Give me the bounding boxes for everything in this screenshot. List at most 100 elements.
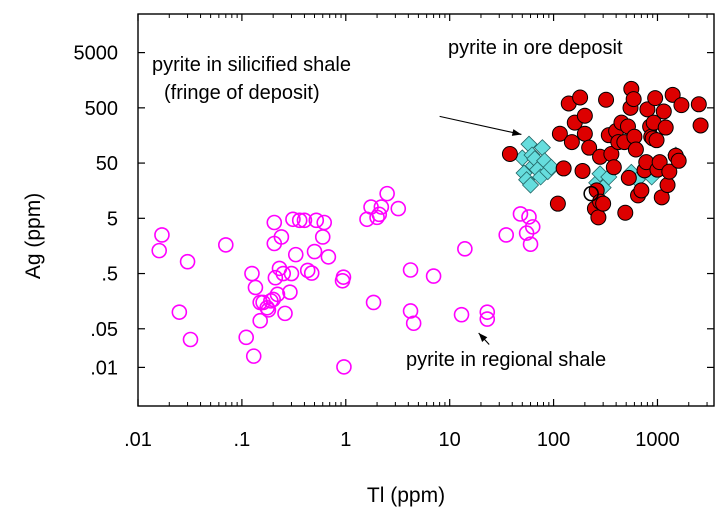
annotation-regional-shale: pyrite in regional shale <box>406 349 606 371</box>
x-tick-label: .1 <box>234 429 251 451</box>
point-regional-shale <box>306 243 323 260</box>
point-ore-deposit <box>617 204 634 221</box>
point-regional-shale <box>277 305 293 322</box>
point-regional-shale <box>238 329 254 346</box>
plot-marks <box>151 80 709 375</box>
point-regional-shale <box>299 262 316 279</box>
x-tick-label: 10 <box>439 429 461 451</box>
point-ore-deposit <box>598 91 615 108</box>
series-regional-shale <box>151 185 541 375</box>
point-regional-shale <box>320 249 337 265</box>
point-regional-shale <box>182 331 199 348</box>
point-unlabeled-open <box>583 185 599 202</box>
point-regional-shale <box>287 246 304 263</box>
x-tick-label: 1 <box>340 429 351 451</box>
point-regional-shale <box>247 279 264 296</box>
point-regional-shale <box>316 214 333 231</box>
point-regional-shale <box>303 265 320 281</box>
annotation-ore-deposit: pyrite in ore deposit <box>448 37 623 59</box>
point-ore-deposit <box>581 139 598 156</box>
point-ore-deposit <box>590 209 607 226</box>
point-regional-shale <box>296 212 313 229</box>
point-ore-deposit <box>673 97 690 114</box>
point-ore-deposit <box>651 154 668 171</box>
series-unlabeled-open <box>583 185 599 202</box>
y-tick-label: 500 <box>85 98 118 120</box>
point-regional-shale <box>171 304 188 320</box>
point-silicified-shale <box>521 176 540 194</box>
point-ore-deposit <box>549 195 566 212</box>
annotation-silicified-shale-line2: (fringe of deposit) <box>164 82 320 104</box>
point-regional-shale <box>498 227 515 243</box>
x-tick-label: .01 <box>124 429 152 451</box>
point-regional-shale <box>453 306 470 323</box>
point-regional-shale <box>154 227 170 243</box>
point-regional-shale <box>269 286 286 303</box>
point-regional-shale <box>512 206 529 222</box>
point-ore-deposit <box>648 132 665 149</box>
point-ore-deposit <box>501 146 518 163</box>
point-ore-deposit <box>555 160 572 177</box>
point-ore-deposit <box>633 182 650 199</box>
point-ore-deposit <box>595 195 612 212</box>
point-ore-deposit <box>620 169 637 186</box>
point-ore-deposit <box>661 163 678 180</box>
point-ore-deposit <box>692 117 709 134</box>
y-tick-label: .05 <box>90 319 118 341</box>
point-regional-shale <box>379 185 395 202</box>
x-tick-label: 100 <box>537 429 570 451</box>
point-regional-shale <box>369 209 385 226</box>
plot-frame <box>137 13 715 407</box>
point-regional-shale <box>282 284 298 300</box>
axis-tick-labels: .01 .1 1 10 100 1000 .01 .05 .5 5 50 500 5000 <box>74 43 680 451</box>
point-regional-shale <box>365 294 382 311</box>
point-regional-shale <box>522 236 539 252</box>
point-regional-shale <box>308 212 325 229</box>
point-ore-deposit <box>670 152 687 169</box>
point-ore-deposit <box>563 134 580 151</box>
y-tick-label: 5 <box>107 208 118 230</box>
annotation-arrow-line-silicified <box>439 115 522 135</box>
point-regional-shale <box>252 312 268 329</box>
annotation-silicified-shale-line1: pyrite in silicified shale <box>152 54 351 76</box>
point-regional-shale <box>335 269 352 285</box>
point-regional-shale <box>336 359 352 375</box>
point-regional-shale <box>291 212 308 229</box>
annotation-arrowhead-regional <box>478 332 488 342</box>
y-tick-label: .5 <box>101 264 118 286</box>
point-silicified-shale <box>542 158 560 176</box>
point-regional-shale <box>151 242 168 259</box>
point-regional-shale <box>285 211 301 228</box>
annotation-arrowhead-silicified <box>511 129 522 136</box>
point-regional-shale <box>283 265 300 282</box>
x-tick-label: 1000 <box>635 429 680 451</box>
x-axis-title: Tl (ppm) <box>367 484 445 507</box>
point-regional-shale <box>373 199 390 215</box>
point-ore-deposit <box>572 89 589 106</box>
point-ore-deposit <box>647 90 664 107</box>
point-ore-deposit <box>576 107 593 124</box>
series-ore-deposit <box>501 80 709 226</box>
point-ore-deposit <box>690 96 707 113</box>
point-regional-shale <box>245 348 262 364</box>
point-regional-shale <box>521 209 537 225</box>
point-regional-shale <box>457 241 473 257</box>
point-ore-deposit <box>657 119 674 136</box>
point-ore-deposit <box>605 159 622 176</box>
point-regional-shale <box>273 229 290 245</box>
y-tick-label: 50 <box>96 153 118 175</box>
point-regional-shale <box>524 219 541 235</box>
point-ore-deposit <box>625 91 642 108</box>
point-regional-shale <box>266 214 283 231</box>
point-regional-shale <box>218 237 234 253</box>
point-ore-deposit <box>574 162 591 179</box>
point-regional-shale <box>425 268 442 284</box>
point-regional-shale <box>479 304 496 320</box>
point-ore-deposit <box>664 86 681 103</box>
point-regional-shale <box>479 311 496 327</box>
point-regional-shale <box>371 206 388 223</box>
point-ore-deposit <box>576 125 593 142</box>
axis-ticks <box>137 14 714 406</box>
